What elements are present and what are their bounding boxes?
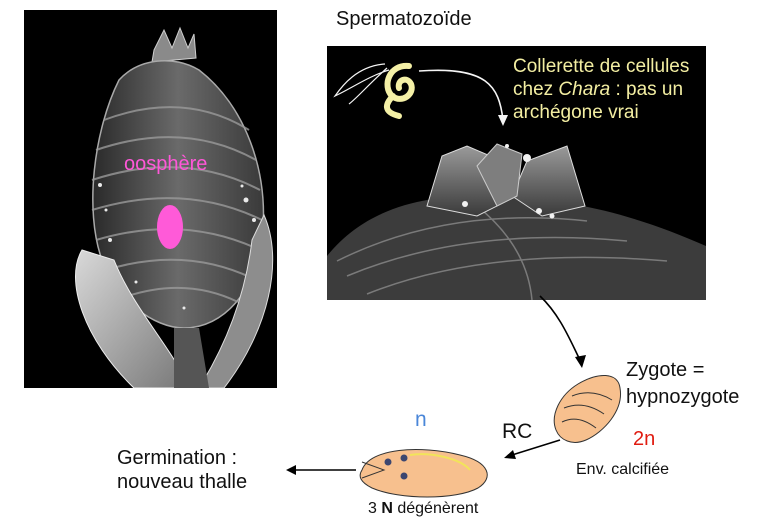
collerette-after: : pas un xyxy=(610,79,684,100)
oogonium-micrograph xyxy=(24,10,277,388)
germination-line-2: nouveau thalle xyxy=(117,471,248,493)
collerette-line-1: Collerette de cellules xyxy=(513,56,690,77)
three-n-suffix: dégénèrent xyxy=(392,500,479,517)
three-n-prefix: 3 xyxy=(368,500,382,517)
zygote-shape xyxy=(553,375,621,443)
env-calcifiee-label: Env. calcifiée xyxy=(576,461,670,478)
collerette-line-3: archégone vrai xyxy=(513,102,639,123)
three-n-bold: N xyxy=(381,500,393,517)
collerette-drawing xyxy=(327,62,706,300)
spermatozoid-flagella xyxy=(333,63,390,105)
ploidy-n-label: n xyxy=(415,408,427,431)
rc-label: RC xyxy=(502,420,533,443)
zygote-label: Zygote = hypnozygote xyxy=(626,357,739,411)
zygote-line-1: Zygote = xyxy=(626,359,705,381)
oosphere-label: oosphère xyxy=(124,153,208,175)
germinating-spore-shape xyxy=(359,449,488,498)
three-n-label: 3 N dégénèrent xyxy=(368,497,478,520)
oosphere-shape xyxy=(157,205,183,249)
arrow-to-zygote xyxy=(539,295,581,361)
spermatozoid-body xyxy=(384,62,415,119)
arrow-rc xyxy=(511,439,561,456)
collerette-line-2: chez Chara : pas un xyxy=(513,78,689,101)
collerette-label: Collerette de cellules chez Chara : pas … xyxy=(513,55,689,124)
zygote-line-2: hypnozygote xyxy=(626,386,740,408)
spermatozoid-label: Spermatozoïde xyxy=(336,8,472,30)
collerette-genus: Chara xyxy=(558,79,611,100)
collerette-micrograph xyxy=(327,46,706,300)
germination-label: Germination : nouveau thalle xyxy=(117,446,247,494)
ploidy-2n-label: 2n xyxy=(633,428,656,450)
oogonium-drawing xyxy=(75,26,274,388)
germination-line-1: Germination : xyxy=(117,447,238,469)
collerette-chez: chez xyxy=(513,79,559,100)
